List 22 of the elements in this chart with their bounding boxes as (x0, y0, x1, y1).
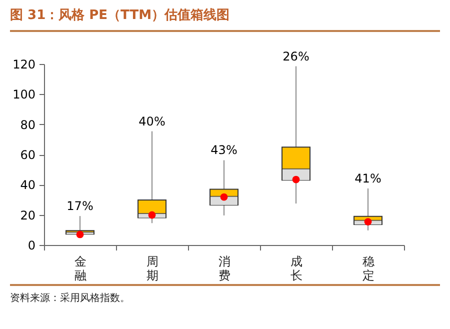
annotation: 41% (354, 171, 382, 186)
y-tick-label: 60 (20, 148, 36, 162)
y-tick-label: 100 (12, 88, 36, 102)
point (76, 230, 84, 238)
y-tick-label: 120 (12, 58, 36, 72)
point (292, 176, 300, 184)
text: 26% (282, 49, 310, 64)
annotation: 40% (138, 114, 166, 128)
x-tick-label: 成长 (290, 254, 302, 282)
x-tick-label: 消费 (218, 254, 230, 282)
annotation: 43% (210, 143, 238, 158)
text: 资料来源：采用风格指数。 (10, 284, 440, 305)
x-tick-label: 周期 (146, 254, 158, 282)
chart-title: 图 31：风格 PE（TTM）估值箱线图 (10, 6, 440, 32)
y-tick-label: 0 (28, 238, 36, 252)
y-tick-label: 80 (20, 118, 36, 132)
x-tick-label: 稳定 (362, 254, 374, 282)
point (148, 211, 156, 219)
annotation: 17% (66, 199, 94, 214)
x-tick-label: 金融 (74, 254, 86, 282)
y-tick-label: 40 (20, 178, 36, 192)
y-tick-label: 20 (20, 208, 36, 222)
